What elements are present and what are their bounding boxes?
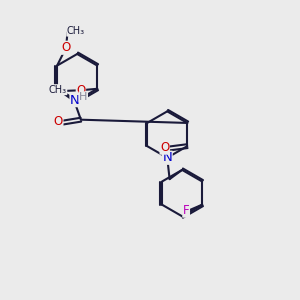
- Text: CH₃: CH₃: [67, 26, 85, 36]
- Text: O: O: [61, 41, 70, 54]
- Text: F: F: [183, 204, 189, 217]
- Text: N: N: [162, 151, 172, 164]
- Text: O: O: [76, 84, 86, 97]
- Text: CH₃: CH₃: [49, 85, 67, 95]
- Text: O: O: [160, 141, 170, 154]
- Text: N: N: [70, 94, 80, 106]
- Text: H: H: [79, 92, 87, 102]
- Text: O: O: [54, 115, 63, 128]
